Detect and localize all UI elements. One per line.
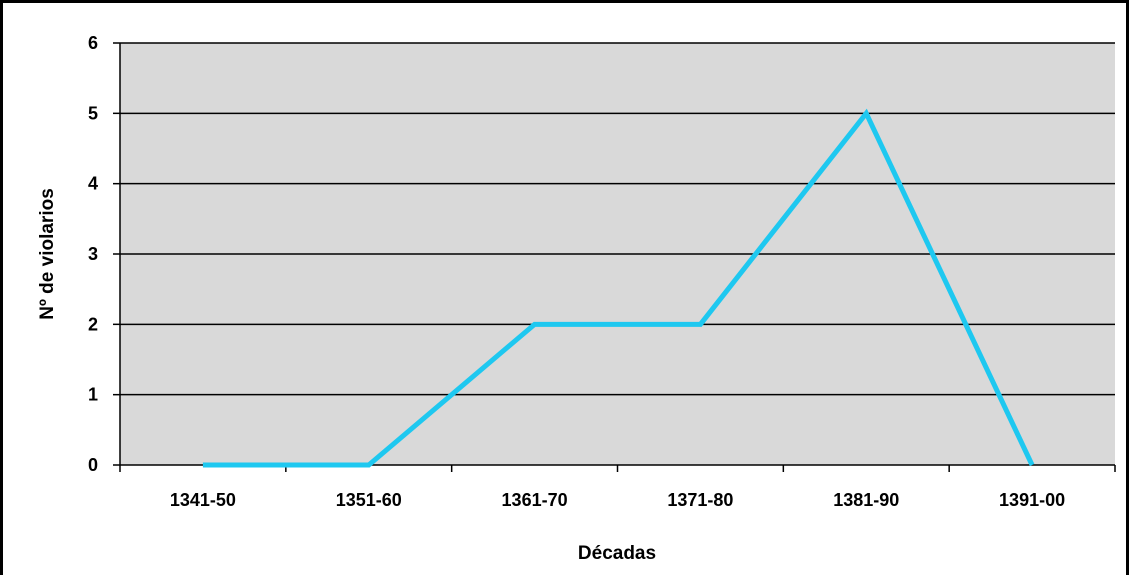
x-tick-label: 1371-80 (667, 490, 733, 510)
x-tick-label: 1341-50 (170, 490, 236, 510)
y-tick-label: 5 (88, 103, 98, 123)
y-tick-label: 3 (88, 244, 98, 264)
y-tick-label: 6 (88, 33, 98, 53)
line-chart: 0 1 2 3 4 5 6 1341-50 1351-60 1361-70 1371-80 1381… (3, 3, 1129, 578)
x-tick-label: 1381-90 (833, 490, 899, 510)
y-axis-title: Nº de violarios (37, 188, 58, 320)
y-tick-label: 0 (88, 455, 98, 475)
x-tick-label: 1351-60 (336, 490, 402, 510)
x-axis-title: Décadas (578, 543, 656, 564)
y-tick-label: 4 (88, 174, 98, 194)
x-tick-label: 1361-70 (502, 490, 568, 510)
y-tick-labels: 0 1 2 3 4 5 6 (88, 33, 98, 475)
y-tick-label: 1 (88, 385, 98, 405)
x-tick-label: 1391-00 (999, 490, 1065, 510)
x-tick-labels: 1341-50 1351-60 1361-70 1371-80 1381-90 1391-… (170, 490, 1065, 510)
y-tick-label: 2 (88, 314, 98, 334)
